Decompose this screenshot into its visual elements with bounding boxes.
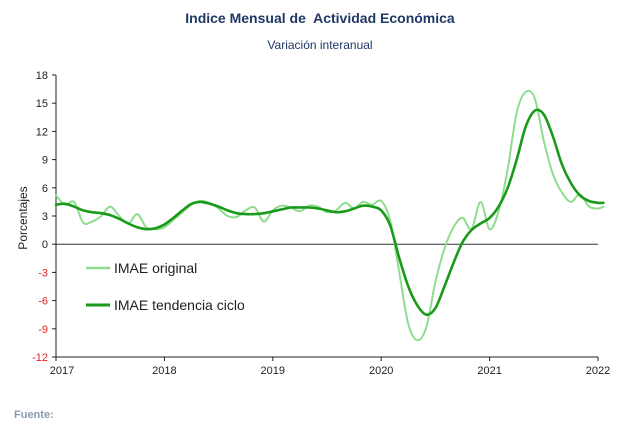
- source-label: Fuente:: [14, 409, 54, 421]
- y-tick-label: 12: [36, 126, 48, 138]
- y-tick-label: -6: [38, 296, 48, 308]
- legend-label: IMAE original: [114, 260, 197, 276]
- y-tick-label: 3: [42, 211, 48, 223]
- y-tick-label: -12: [32, 352, 48, 364]
- chart-subtitle: Variación interanual: [267, 38, 373, 52]
- y-tick-label: 18: [36, 70, 48, 82]
- series-group: [54, 89, 605, 342]
- chart-title: Indice Mensual de Actividad Económica: [185, 10, 455, 26]
- x-tick-label: 2017: [50, 365, 74, 377]
- y-axis-label: Porcentajes: [16, 186, 30, 249]
- x-tick-label: 2019: [261, 365, 285, 377]
- y-tick-label: 6: [42, 183, 48, 195]
- legend-label: IMAE tendencia ciclo: [114, 297, 245, 313]
- legend: IMAE original IMAE tendencia ciclo: [86, 260, 245, 313]
- x-tick-label: 2020: [369, 365, 393, 377]
- y-tick-label: -9: [38, 324, 48, 336]
- y-tick-label: -3: [38, 267, 48, 279]
- x-tick-label: 2022: [586, 365, 610, 377]
- x-tick-label: 2021: [477, 365, 501, 377]
- y-tick-label: 15: [36, 98, 48, 110]
- y-tick-label: 9: [42, 155, 48, 167]
- y-tick-label: 0: [42, 239, 48, 251]
- series-line-imae-tendencia-ciclo: [54, 108, 605, 317]
- x-tick-label: 2018: [152, 365, 176, 377]
